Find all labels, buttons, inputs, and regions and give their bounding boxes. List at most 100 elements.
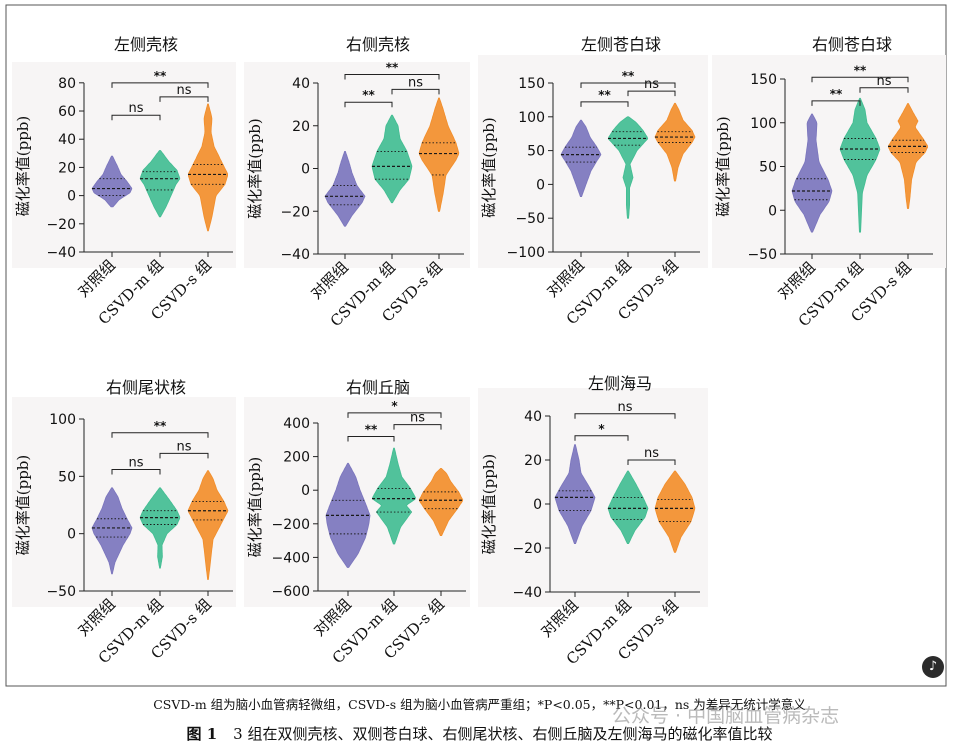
violin-1 xyxy=(554,444,596,544)
y-axis-label: 磁化率值(ppb) xyxy=(480,454,498,555)
significance-bracket xyxy=(347,412,442,418)
significance-label: ns xyxy=(176,83,191,98)
y-tick-label: 100 xyxy=(750,116,777,132)
y-tick-label: 60 xyxy=(58,104,76,120)
figure-caption-text: 3 组在双侧壳核、双侧苍白球、右侧尾状核、右侧丘脑及左侧海马的磁化率值比较 xyxy=(233,725,773,743)
y-tick-label: 50 xyxy=(759,160,777,176)
y-tick-label: −20 xyxy=(280,204,310,220)
significance-bracket xyxy=(159,96,209,102)
y-tick-label: 150 xyxy=(750,72,777,88)
y-tick-label: 50 xyxy=(58,469,76,485)
y-tick-label: −100 xyxy=(507,245,545,261)
significance-bracket xyxy=(111,468,161,475)
significance-label: ** xyxy=(598,88,611,102)
y-tick-label: −200 xyxy=(272,517,310,533)
y-axis-label: 磁化率值(ppb) xyxy=(246,118,264,219)
y-tick-label: −40 xyxy=(512,585,542,601)
panel-title: 右侧尾状核 xyxy=(106,378,186,397)
violin-1 xyxy=(560,119,602,198)
violin-2 xyxy=(371,114,413,204)
significance-label: ** xyxy=(362,88,375,102)
violin-2 xyxy=(607,470,649,544)
significance-label: * xyxy=(391,399,398,413)
y-tick-label: −400 xyxy=(272,550,310,566)
y-tick-label: 0 xyxy=(67,189,76,205)
y-tick-label: 80 xyxy=(58,76,76,92)
significance-label: ns xyxy=(644,446,659,461)
violin-3 xyxy=(654,470,696,553)
significance-label: ns xyxy=(644,77,659,92)
watermark-text: 公众号 · 中国脑血管病杂志 xyxy=(612,705,840,727)
significance-bracket xyxy=(811,100,861,106)
violin-3 xyxy=(187,470,229,580)
significance-bracket xyxy=(111,114,161,121)
significance-bracket xyxy=(347,435,395,442)
y-tick-label: 0 xyxy=(301,483,310,499)
significance-label: ** xyxy=(830,87,843,101)
figure-frame xyxy=(5,4,947,687)
panel-title: 左侧海马 xyxy=(588,374,652,393)
significance-bracket xyxy=(393,424,442,430)
significance-bracket xyxy=(580,101,629,107)
violin-panel-6: 右侧丘脑−600−400−2000200400磁化率值(ppb)对照组CSVD-… xyxy=(244,378,470,667)
y-tick-label: 0 xyxy=(533,497,542,513)
y-axis-label: 磁化率值(ppb) xyxy=(246,457,264,558)
significance-bracket xyxy=(627,90,676,97)
significance-label: ** xyxy=(854,63,867,77)
y-tick-label: 150 xyxy=(518,76,545,92)
violin-1 xyxy=(791,113,833,233)
y-tick-label: −600 xyxy=(272,584,310,600)
significance-bracket xyxy=(574,435,629,441)
significance-label: ns xyxy=(128,101,143,116)
y-tick-label: 40 xyxy=(58,132,76,148)
figure-caption: 图 1 3 组在双侧壳核、双侧苍白球、右侧尾状核、右侧丘脑及左侧海马的磁化率值比较 xyxy=(0,723,959,744)
y-tick-label: 0 xyxy=(67,527,76,543)
y-tick-label: −50 xyxy=(747,247,777,263)
significance-label: * xyxy=(598,422,605,436)
violin-2 xyxy=(607,116,649,219)
significance-bracket xyxy=(574,413,676,419)
y-tick-label: 200 xyxy=(283,450,310,466)
violin-3 xyxy=(887,103,929,209)
y-tick-label: 40 xyxy=(524,409,542,425)
significance-bracket xyxy=(111,432,209,438)
y-tick-label: 100 xyxy=(49,412,76,428)
significance-label: ns xyxy=(876,74,891,89)
y-tick-label: 40 xyxy=(292,76,310,92)
panel-title: 左侧苍白球 xyxy=(581,35,661,54)
significance-label: ns xyxy=(128,455,143,470)
y-tick-label: −20 xyxy=(512,541,542,557)
y-axis-label: 磁化率值(ppb) xyxy=(480,117,498,218)
violin-2 xyxy=(139,487,181,569)
significance-label: ** xyxy=(386,60,399,74)
violin-1 xyxy=(324,150,366,227)
panel-title: 左侧壳核 xyxy=(114,35,178,54)
significance-label: ns xyxy=(176,439,191,454)
violin-3 xyxy=(418,97,460,212)
y-tick-label: 100 xyxy=(518,110,545,126)
violin-3 xyxy=(187,103,229,232)
y-tick-label: 0 xyxy=(301,162,310,178)
significance-bracket xyxy=(811,76,909,83)
panel-title: 右侧壳核 xyxy=(346,35,410,54)
significance-label: ** xyxy=(154,69,167,83)
panel-title: 右侧丘脑 xyxy=(346,378,410,397)
y-tick-label: 20 xyxy=(292,119,310,135)
figure-number: 图 1 xyxy=(186,725,218,743)
significance-label: ns xyxy=(617,400,632,415)
y-axis-label: 磁化率值(ppb) xyxy=(14,455,32,556)
significance-bracket xyxy=(159,452,209,459)
y-tick-label: 400 xyxy=(283,416,310,432)
significance-label: ** xyxy=(154,419,167,433)
y-tick-label: −50 xyxy=(515,211,545,227)
violin-3 xyxy=(418,467,464,536)
significance-label: ** xyxy=(365,422,378,436)
significance-bracket xyxy=(111,82,209,88)
y-tick-label: 0 xyxy=(536,177,545,193)
